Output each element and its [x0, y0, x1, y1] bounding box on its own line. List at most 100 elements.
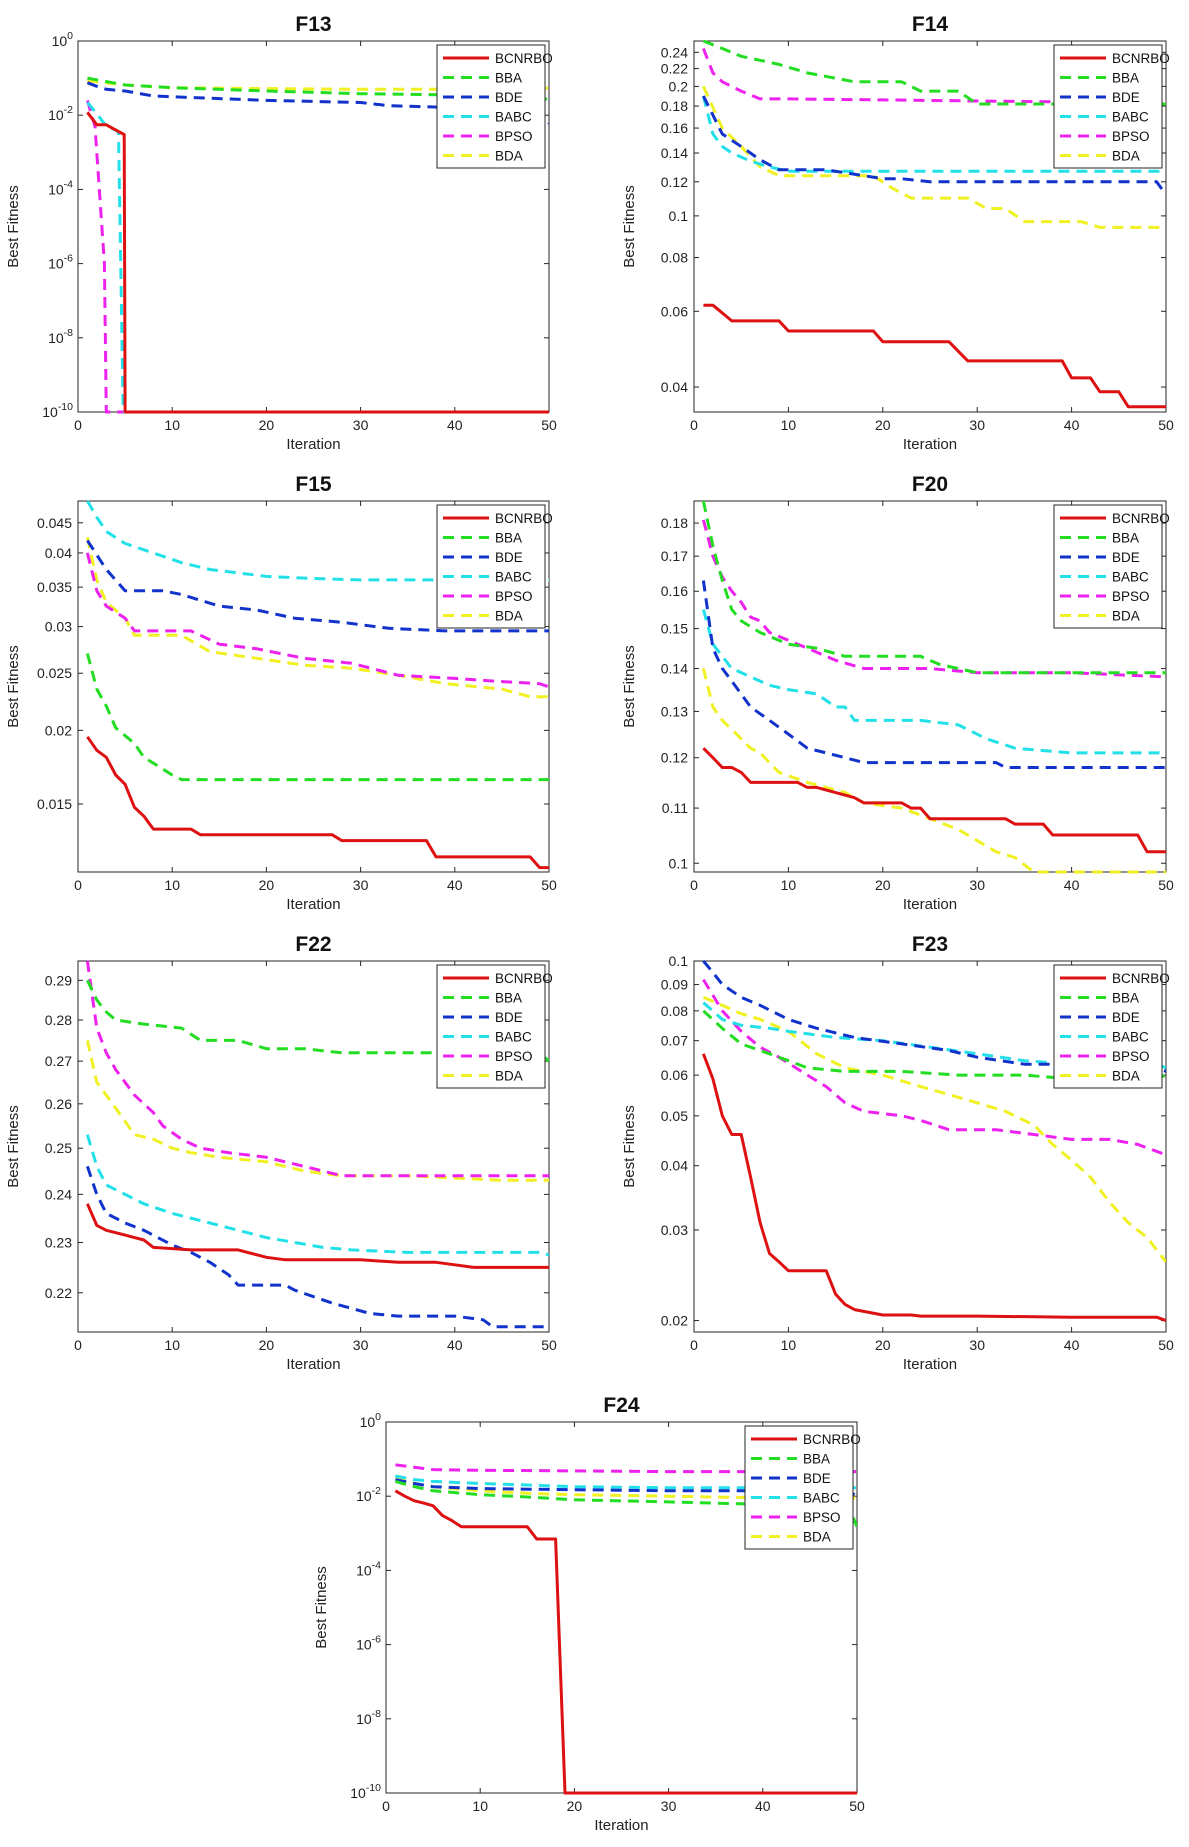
legend-label-bba: BBA: [1112, 991, 1139, 1006]
y-tick-label: 10-8: [48, 327, 73, 346]
series-line-bba: [394, 1479, 857, 1528]
series-line-bde: [85, 1165, 549, 1329]
y-tick-label: 0.1: [669, 855, 689, 871]
y-tick-label: 0.1: [669, 208, 689, 224]
legend-label-bba: BBA: [803, 1452, 830, 1467]
legend-box: [436, 964, 546, 1089]
x-tick-label: 50: [541, 1337, 557, 1353]
x-tick-label: 10: [164, 417, 180, 433]
x-tick-label: 20: [259, 1337, 275, 1353]
series-line-bcnrbo: [86, 1203, 549, 1269]
legend-label-bpso: BPSO: [1112, 129, 1150, 144]
legend-label-bba: BBA: [1112, 531, 1139, 546]
y-tick-label: 0.12: [661, 174, 688, 190]
y-tick-label-base: 10: [42, 404, 58, 420]
x-axis-label: Iteration: [903, 436, 957, 453]
x-tick-label: 20: [567, 1798, 583, 1814]
y-tick-label: 0.25: [45, 1140, 72, 1156]
y-tick-label: 0.24: [661, 44, 688, 60]
y-tick-label-base: 10: [48, 256, 64, 272]
series-line-bpso: [702, 47, 1166, 104]
legend-label-bde: BDE: [495, 550, 523, 565]
series-line-babc: [86, 500, 549, 582]
y-tick-label-base: 10: [48, 181, 64, 197]
y-tick-label-base: 10: [356, 1711, 372, 1727]
legend-label-bba: BBA: [495, 531, 522, 546]
legend-label-bde: BDE: [1112, 1010, 1140, 1025]
y-tick-label-exponent: -6: [64, 253, 73, 265]
legend-label-babc: BABC: [495, 1030, 532, 1045]
y-tick-label: 0.015: [37, 796, 72, 812]
x-tick-label: 30: [353, 417, 369, 433]
x-tick-label: 0: [690, 877, 698, 893]
x-tick-label: 50: [1158, 877, 1174, 893]
legend-label-bda: BDA: [495, 609, 523, 624]
x-axis-label: Iteration: [594, 1817, 648, 1834]
x-tick-label: 30: [661, 1798, 677, 1814]
y-axis-label: Best Fitness: [621, 1105, 638, 1188]
series-line-bcnrbo: [86, 111, 549, 414]
legend-label-babc: BABC: [1112, 1030, 1149, 1045]
x-tick-label: 30: [969, 1337, 985, 1353]
series-line-bcnrbo: [703, 303, 1166, 409]
y-tick-label: 0.05: [661, 1108, 688, 1124]
x-axis-label: Iteration: [286, 896, 340, 913]
chart-title: F23: [912, 933, 948, 956]
y-tick-label: 0.13: [661, 703, 688, 719]
x-tick-label: 10: [781, 417, 797, 433]
y-tick-label: 0.2: [669, 78, 689, 94]
y-tick-label-base: 10: [350, 1785, 366, 1801]
x-tick-label: 30: [353, 877, 369, 893]
y-tick-label: 0.07: [661, 1033, 688, 1049]
series-line-bde: [702, 960, 1166, 1073]
legend-label-bcnrbo: BCNRBO: [1112, 511, 1170, 526]
legend-label-bba: BBA: [1112, 71, 1139, 86]
series-line-bcnrbo: [394, 1489, 857, 1795]
legend-label-bpso: BPSO: [495, 129, 533, 144]
series-line-babc: [701, 609, 1166, 755]
chart-title: F20: [912, 473, 948, 496]
y-tick-label-exponent: -6: [372, 1634, 381, 1646]
legend-label-babc: BABC: [1112, 110, 1149, 125]
series-line-bde: [86, 539, 549, 633]
chart-panel-f14: 0 10 20 30 40 50 0.04 0.06 0.08 0.1 0.12 0.14 0.16 0.…: [621, 13, 1174, 453]
y-tick-label-exponent: -4: [64, 178, 73, 190]
x-tick-label: 0: [690, 417, 698, 433]
y-tick-label: 0.28: [45, 1012, 72, 1028]
legend-label-bde: BDE: [495, 90, 523, 105]
series-line-bda: [702, 995, 1166, 1263]
series-line-bpso: [701, 519, 1166, 679]
y-tick-label: 0.14: [661, 145, 688, 161]
y-tick-label: 10-2: [48, 104, 73, 123]
y-tick-label: 0.06: [661, 303, 688, 319]
y-tick-label-exponent: -10: [58, 401, 73, 413]
chart-panel-f15: 0 10 20 30 40 50 0.015 0.02 0.025 0.03 0.035 0.04 0.…: [5, 473, 557, 913]
x-axis-label: Iteration: [903, 896, 957, 913]
series-line-bcnrbo: [702, 747, 1166, 854]
x-tick-label: 40: [1064, 877, 1080, 893]
legend-label-bpso: BPSO: [495, 1049, 533, 1064]
y-tick-label: 0.22: [45, 1285, 72, 1301]
legend-label-bcnrbo: BCNRBO: [495, 51, 553, 66]
legend-label-bda: BDA: [495, 1069, 523, 1084]
y-tick-label: 0.14: [661, 661, 688, 677]
legend-label-bda: BDA: [495, 149, 523, 164]
y-tick-label-base: 10: [360, 1414, 376, 1430]
y-tick-label: 0.02: [661, 1313, 688, 1329]
series-line-babc: [395, 1474, 857, 1490]
y-tick-label-exponent: -10: [366, 1782, 381, 1794]
x-tick-label: 50: [541, 417, 557, 433]
series-line-bcnrbo: [701, 1053, 1166, 1322]
y-tick-label: 0.03: [661, 1222, 688, 1238]
y-tick-label-base: 10: [356, 1488, 372, 1504]
y-tick-label: 0.09: [661, 977, 688, 993]
y-tick-label: 100: [52, 30, 74, 49]
x-tick-label: 0: [382, 1798, 390, 1814]
series-line-bda: [85, 537, 549, 699]
x-tick-label: 40: [447, 417, 463, 433]
series-line-bpso: [85, 960, 549, 1178]
y-tick-label: 10-6: [48, 253, 73, 272]
y-tick-label-exponent: -8: [372, 1708, 381, 1720]
y-tick-label-exponent: -2: [372, 1485, 381, 1497]
